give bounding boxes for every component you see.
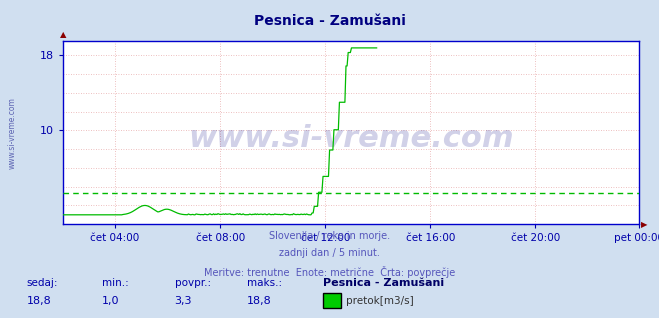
- Text: 3,3: 3,3: [175, 296, 192, 306]
- Text: www.si-vreme.com: www.si-vreme.com: [188, 124, 514, 153]
- Text: www.si-vreme.com: www.si-vreme.com: [8, 98, 17, 169]
- Text: Slovenija / reke in morje.: Slovenija / reke in morje.: [269, 231, 390, 240]
- Text: maks.:: maks.:: [247, 278, 282, 288]
- Text: Pesnica - Zamušani: Pesnica - Zamušani: [254, 14, 405, 28]
- Text: sedaj:: sedaj:: [26, 278, 58, 288]
- Text: 18,8: 18,8: [247, 296, 272, 306]
- Text: 1,0: 1,0: [102, 296, 120, 306]
- Text: 18,8: 18,8: [26, 296, 51, 306]
- Text: Meritve: trenutne  Enote: metrične  Črta: povprečje: Meritve: trenutne Enote: metrične Črta: …: [204, 266, 455, 278]
- Text: min.:: min.:: [102, 278, 129, 288]
- Text: povpr.:: povpr.:: [175, 278, 211, 288]
- Text: ▲: ▲: [60, 30, 67, 38]
- Text: ▶: ▶: [641, 220, 647, 229]
- Text: pretok[m3/s]: pretok[m3/s]: [346, 296, 414, 306]
- Text: zadnji dan / 5 minut.: zadnji dan / 5 minut.: [279, 248, 380, 258]
- Text: Pesnica - Zamušani: Pesnica - Zamušani: [323, 278, 444, 288]
